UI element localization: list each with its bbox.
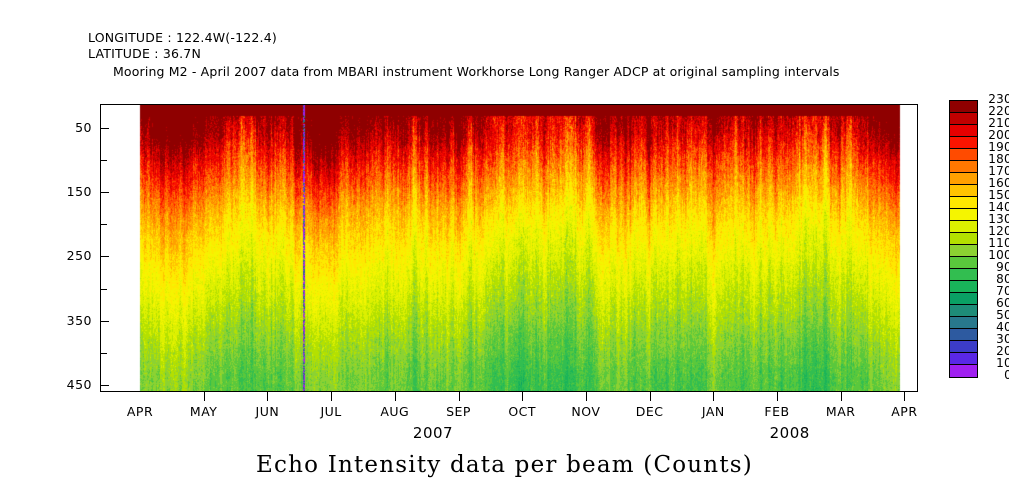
colorbar-band <box>950 113 977 125</box>
colorbar-tick-label: 150 <box>988 188 1009 202</box>
x-tick <box>203 392 205 401</box>
colorbar-tick-label: 40 <box>996 320 1009 334</box>
x-tick <box>458 392 460 401</box>
colorbar-tick-label: 220 <box>988 104 1009 118</box>
x-axis-year-label: 2007 <box>412 424 454 442</box>
colorbar-band <box>950 233 977 245</box>
colorbar-band <box>950 221 977 233</box>
x-tick <box>585 392 587 401</box>
x-tick-label: MAR <box>825 404 856 419</box>
heatmap-canvas <box>101 105 917 391</box>
colorbar-band <box>950 317 977 329</box>
colorbar-tick-label: 20 <box>996 344 1009 358</box>
colorbar-gradient <box>949 100 978 378</box>
colorbar-tick-label: 200 <box>988 128 1009 142</box>
colorbar-tick-label: 0 <box>1004 368 1009 382</box>
x-tick-label: MAY <box>189 404 218 419</box>
colorbar-tick-label: 50 <box>996 308 1009 322</box>
colorbar-band <box>950 257 977 269</box>
colorbar-band <box>950 293 977 305</box>
colorbar-band <box>950 173 977 185</box>
latitude-line: LATITUDE : 36.7N <box>88 46 202 61</box>
colorbar-band <box>950 185 977 197</box>
colorbar-band <box>950 101 977 113</box>
x-axis-year-label: 2008 <box>769 424 810 442</box>
y-tick-minor <box>100 288 107 290</box>
y-tick-major <box>100 256 109 258</box>
x-tick-label: DEC <box>635 404 664 419</box>
y-tick-minor <box>100 224 107 226</box>
colorbar-tick-label: 180 <box>988 152 1009 166</box>
colorbar-tick-label: 90 <box>996 260 1009 274</box>
x-tick <box>267 392 269 401</box>
colorbar-tick-label: 80 <box>996 272 1009 286</box>
figure-title: Echo Intensity data per beam (Counts) <box>256 452 753 478</box>
colorbar-band <box>950 137 977 149</box>
colorbar-tick-label: 170 <box>988 164 1009 178</box>
plot-frame <box>100 104 918 392</box>
x-tick-label: APR <box>891 404 918 419</box>
x-tick <box>840 392 842 401</box>
y-tick-label: 350 <box>66 312 92 328</box>
y-tick-minor <box>100 352 107 354</box>
x-tick <box>331 392 333 401</box>
x-tick <box>777 392 778 401</box>
colorbar-tick-label: 60 <box>996 296 1009 310</box>
x-tick-label: FEB <box>764 404 790 419</box>
y-tick-label: 50 <box>75 120 92 135</box>
colorbar-tick-label: 120 <box>988 224 1009 238</box>
colorbar-band <box>950 305 977 317</box>
colorbar-band <box>950 281 977 293</box>
x-tick <box>394 392 396 401</box>
x-tick-label: AUG <box>380 404 410 419</box>
y-tick-label: 450 <box>66 376 92 392</box>
colorbar-tick-label: 100 <box>988 248 1009 262</box>
colorbar-band <box>950 149 977 161</box>
x-tick-label: JUL <box>320 404 342 419</box>
colorbar-tick-label: 210 <box>988 116 1009 130</box>
x-tick <box>713 392 715 401</box>
colorbar-tick-label: 130 <box>988 212 1009 226</box>
x-tick <box>649 392 651 401</box>
y-tick-label: 250 <box>66 248 92 264</box>
colorbar-band <box>950 341 977 353</box>
colorbar-tick-label: 190 <box>988 140 1009 154</box>
x-tick <box>904 392 906 401</box>
colorbar-band <box>950 161 977 173</box>
x-tick-label: SEP <box>446 404 471 419</box>
colorbar-band <box>950 365 977 377</box>
colorbar-tick-label: 70 <box>996 284 1009 298</box>
colorbar-band <box>950 197 977 209</box>
colorbar-band <box>950 209 977 221</box>
y-tick-label: 150 <box>66 184 92 200</box>
colorbar-band <box>950 329 977 341</box>
y-tick-major <box>100 192 109 194</box>
y-tick-minor <box>100 160 107 162</box>
colorbar-tick-label: 110 <box>988 236 1009 250</box>
colorbar-tick-label: 230 <box>988 92 1009 106</box>
longitude-line: LONGITUDE : 122.4W(-122.4) <box>88 30 277 45</box>
colorbar-tick-label: 160 <box>988 176 1009 190</box>
plot-subtitle: Mooring M2 - April 2007 data from MBARI … <box>113 64 840 79</box>
x-tick-label: NOV <box>571 404 601 419</box>
y-tick-major <box>100 128 109 129</box>
colorbar-tick-label: 10 <box>996 356 1009 370</box>
x-tick <box>522 392 524 401</box>
colorbar-band <box>950 245 977 257</box>
y-tick-major <box>100 320 109 322</box>
colorbar-band <box>950 269 977 281</box>
header-block: LONGITUDE : 122.4W(-122.4) LATITUDE : 36… <box>88 30 277 62</box>
x-tick-label: JUN <box>255 404 280 419</box>
colorbar-tick-label: 30 <box>996 332 1009 346</box>
colorbar-tick-label: 140 <box>988 200 1009 214</box>
colorbar-band <box>950 125 977 137</box>
x-tick-label: JAN <box>701 404 725 419</box>
x-tick-label: OCT <box>508 404 537 419</box>
colorbar-band <box>950 353 977 365</box>
y-tick-major <box>100 384 109 386</box>
x-tick-label: APR <box>126 404 154 419</box>
